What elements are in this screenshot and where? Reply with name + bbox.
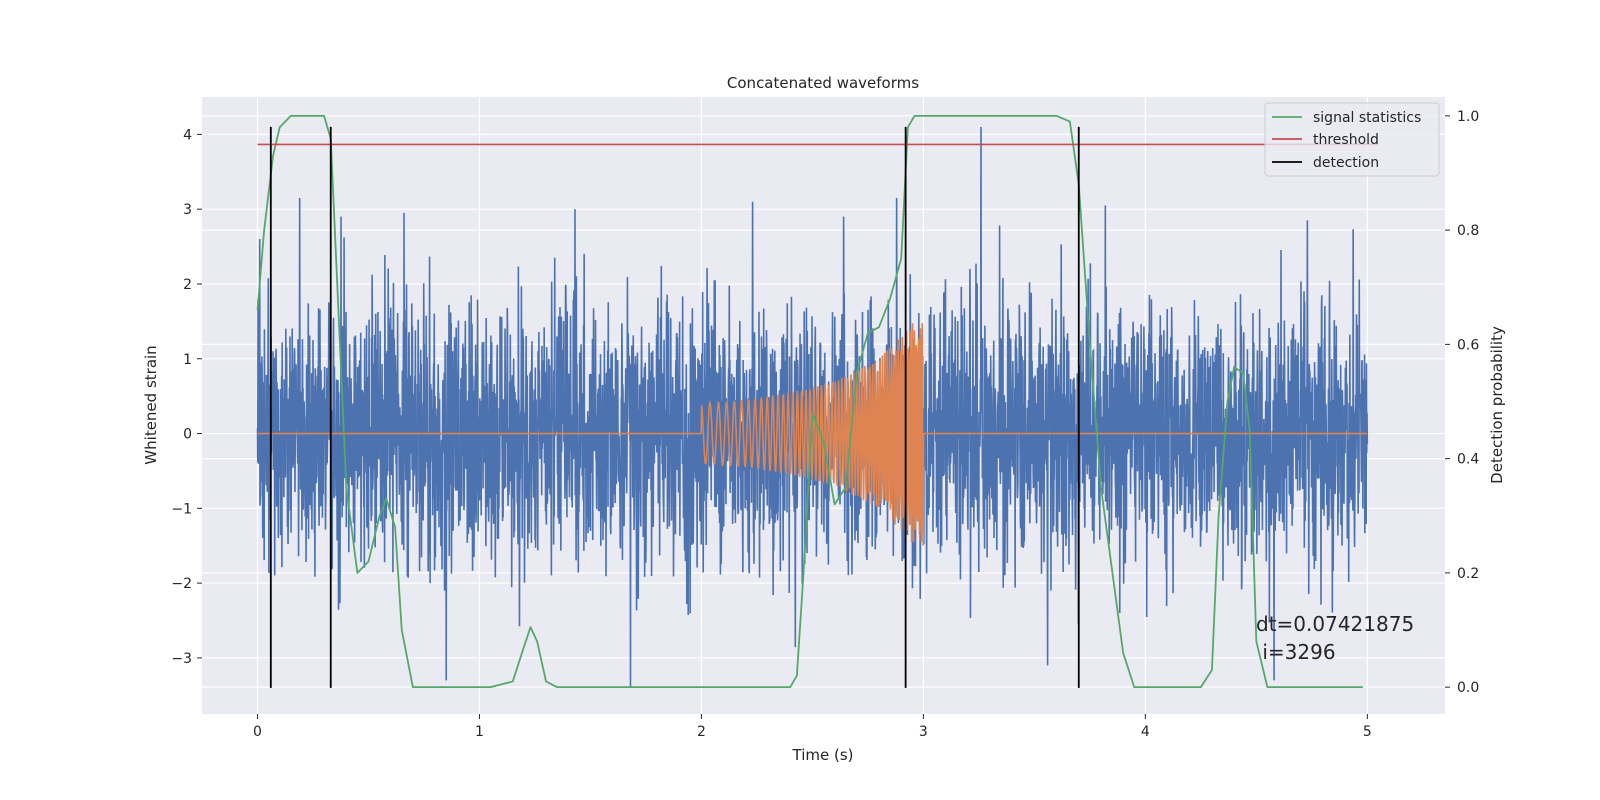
legend-box (1264, 102, 1440, 177)
y-tick-label: −2 (171, 576, 192, 592)
y-tick-label: 0 (183, 427, 192, 443)
y2-tick-label: 0.2 (1457, 566, 1479, 582)
y-tick-label: −3 (171, 651, 192, 667)
x-axis-label: Time (s) (792, 746, 854, 764)
template-line (257, 322, 1368, 546)
series-detection (269, 126, 1080, 688)
x-tick-label: 2 (697, 724, 706, 740)
y2-tick-label: 0.8 (1457, 223, 1479, 239)
x-tick-label: 1 (475, 724, 484, 740)
x-tick-label: 0 (253, 724, 262, 740)
y-tick-label: 4 (183, 127, 192, 143)
legend-label-detection: detection (1313, 155, 1379, 171)
x-tick-label: 3 (919, 724, 928, 740)
y-tick-label: 3 (183, 202, 192, 218)
y2-tick-label: 0.4 (1457, 452, 1479, 468)
annotation-index: i=3296 (1256, 640, 1336, 664)
series-signal-statistics (256, 114, 1363, 689)
series-chirp-template (257, 322, 1368, 546)
y2-tick-label: 0.0 (1457, 680, 1479, 696)
legend: signal statistics threshold detection (1264, 102, 1440, 177)
legend-label-threshold: threshold (1313, 132, 1379, 148)
annotation-dt: dt=0.07421875 (1256, 612, 1414, 636)
x-tick-label: 5 (1363, 724, 1372, 740)
y-tick-label: −1 (171, 501, 192, 517)
y-tick-label: 2 (183, 277, 192, 293)
y2-tick-label: 0.6 (1457, 337, 1479, 353)
y-axis-label: Whitened strain (142, 345, 160, 464)
y2-tick-label: 1.0 (1457, 109, 1479, 125)
chart-title: Concatenated waveforms (727, 74, 919, 92)
signal-statistics-line (256, 114, 1363, 689)
legend-label-signal-statistics: signal statistics (1313, 110, 1421, 126)
x-tick-label: 4 (1141, 724, 1150, 740)
y-tick-label: 1 (183, 352, 192, 368)
axes: 0 1 2 3 4 5 −3 −2 −1 0 1 2 3 4 0.0 0.2 0.4 0.6 0.8 1.0 (171, 109, 1479, 740)
y2-axis-label: Detection probability (1488, 326, 1506, 484)
